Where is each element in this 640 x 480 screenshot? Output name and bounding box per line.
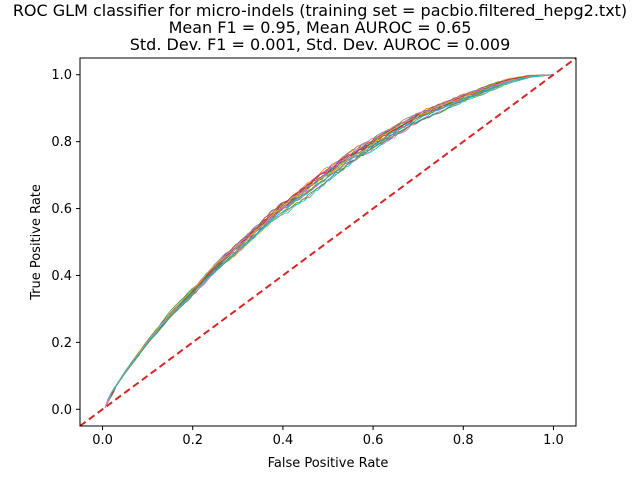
roc-curve-run (108, 74, 554, 401)
x-tick-label: 0.4 (273, 433, 294, 448)
x-tick-label: 0.6 (363, 433, 384, 448)
chart-title: ROC GLM classifier for micro-indels (tra… (12, 1, 628, 20)
x-tick-label: 1.0 (543, 433, 564, 448)
x-axis-label: False Positive Rate (268, 456, 389, 471)
plot-frame (79, 57, 577, 427)
chart-subtitle-f1-auroc: Mean F1 = 0.95, Mean AUROC = 0.65 (168, 18, 472, 37)
y-axis-ticks: 0.0 0.2 0.4 0.6 0.8 1.0 (51, 68, 80, 418)
roc-curves (104, 74, 554, 409)
y-tick-label: 0.4 (51, 269, 72, 284)
roc-curve-run (108, 74, 554, 401)
x-tick-label: 0.0 (92, 433, 113, 448)
y-tick-label: 0.6 (51, 202, 72, 217)
x-tick-label: 0.2 (182, 433, 203, 448)
x-axis-ticks: 0.0 0.2 0.4 0.6 0.8 1.0 (92, 426, 564, 448)
roc-curve-run (112, 74, 554, 394)
y-tick-label: 1.0 (51, 68, 72, 83)
y-tick-label: 0.8 (51, 135, 72, 150)
y-tick-label: 0.2 (51, 336, 72, 351)
x-tick-label: 0.8 (453, 433, 474, 448)
y-tick-label: 0.0 (51, 403, 72, 418)
roc-curve-run (110, 74, 554, 398)
chart-subtitle-std-dev: Std. Dev. F1 = 0.001, Std. Dev. AUROC = … (129, 35, 511, 54)
random-baseline-line (79, 57, 577, 427)
y-axis-label: True Positive Rate (29, 184, 44, 301)
